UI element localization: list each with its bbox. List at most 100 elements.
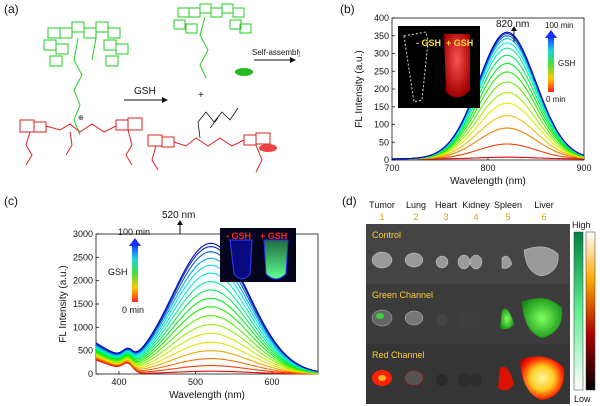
x-axis-label: Wavelength (nm) xyxy=(450,176,526,187)
y-tick-label: 3000 xyxy=(73,229,93,239)
peak-arrowhead-b xyxy=(511,26,517,31)
inset-b-red-tube xyxy=(444,34,470,98)
spectrum-line xyxy=(392,31,585,160)
panel-c: (c) 0 500 1000 1500 2000 2500 3000 400 500 600 Wav… xyxy=(0,192,330,406)
inset-b-plus: + GSH xyxy=(446,38,473,48)
colorbar-b-top: 100 min xyxy=(545,21,573,30)
scale-high: High xyxy=(572,220,591,230)
y-tick-label: 250 xyxy=(374,66,389,76)
inset-c-minus: - GSH xyxy=(226,231,251,241)
cyanine-unit-left xyxy=(19,117,143,166)
panel-c-label: (c) xyxy=(4,194,18,208)
spectrum-line xyxy=(95,297,319,374)
inset-c-green-tube xyxy=(263,239,289,280)
peak-label-b: 820 nm xyxy=(496,19,529,30)
y-tick-label: 100 xyxy=(374,120,389,130)
organ-number: 3 xyxy=(443,212,448,222)
organ-label: Lung xyxy=(406,200,426,210)
spectrum-line xyxy=(95,306,319,374)
colorbar-c-mid: GSH xyxy=(108,267,128,277)
organ-number: 6 xyxy=(541,212,546,222)
plus-sign: + xyxy=(198,90,204,101)
y-tick-label: 2500 xyxy=(73,252,93,262)
assembly-label: Self-assembly xyxy=(252,48,300,57)
y-tick-label: 0 xyxy=(88,369,93,379)
colorbar-b-mid: GSH xyxy=(558,59,576,68)
green-intensity-scale xyxy=(573,231,584,391)
colorbar-c xyxy=(132,244,138,302)
row-label-red: Red Channel xyxy=(372,350,425,360)
green-organs xyxy=(371,298,563,338)
reaction-arrowhead xyxy=(162,97,168,103)
panel-d-label: (d) xyxy=(342,194,357,208)
spectrum-line xyxy=(95,332,319,374)
y-tick-label: 0 xyxy=(384,155,389,165)
y-tick-label: 300 xyxy=(374,49,389,59)
x-tick-label: 500 xyxy=(188,377,203,387)
green-monomer xyxy=(235,68,253,76)
x-tick-label: 700 xyxy=(384,163,399,173)
gsh-adduct xyxy=(197,107,239,139)
x-tick-label: 600 xyxy=(265,377,280,387)
colorbar-b xyxy=(548,36,554,92)
panel-b-label: (b) xyxy=(340,2,355,16)
reaction-label: GSH xyxy=(134,86,156,97)
x-axis-label: Wavelength (nm) xyxy=(169,390,245,401)
organ-label: Tumor xyxy=(369,200,395,210)
colorbar-c-arrowhead xyxy=(129,238,141,246)
colorbar-c-top: 100 min xyxy=(118,227,150,237)
control-organs xyxy=(371,246,559,277)
pyrene-product xyxy=(173,3,252,79)
colorbar-c-bottom: 0 min xyxy=(122,305,144,315)
row-label-green: Green Channel xyxy=(372,290,433,300)
x-tick-label: 900 xyxy=(576,163,591,173)
y-tick-label: 1000 xyxy=(73,322,93,332)
organ-number: 1 xyxy=(379,212,384,222)
scale-low: Low xyxy=(574,394,591,404)
panel-a-scheme: ⊕ GSH + Self-assem xyxy=(19,3,300,173)
panel-d: (d) Tumor 1 Lung 2 Heart 3 Kidney 4 Spleen 5 Liver… xyxy=(336,192,600,406)
organ-label: Liver xyxy=(534,200,554,210)
organ-label: Spleen xyxy=(494,200,522,210)
peak-arrowhead-c xyxy=(177,220,183,225)
red-monomer xyxy=(259,144,277,152)
y-tick-label: 1500 xyxy=(73,299,93,309)
y-tick-label: 400 xyxy=(374,13,389,23)
spectrum-line xyxy=(95,257,319,373)
red-intensity-scale xyxy=(585,231,596,391)
y-tick-label: 500 xyxy=(78,346,93,356)
inset-b-minus: - GSH xyxy=(416,38,441,48)
inset-c-plus: + GSH xyxy=(260,231,287,241)
assembly-arrowhead xyxy=(290,57,296,63)
spectrum-line xyxy=(95,357,318,375)
spectrum-line xyxy=(95,358,318,375)
inset-b-empty-tube xyxy=(403,31,429,103)
x-tick-label: 400 xyxy=(111,377,126,387)
red-organs xyxy=(372,356,565,400)
y-tick-label: 200 xyxy=(374,84,389,94)
spectrum-line xyxy=(95,315,319,374)
spectrum-line xyxy=(95,350,318,375)
panel-a-label: (a) xyxy=(4,2,19,16)
row-label-control: Control xyxy=(372,230,401,240)
y-tick-label: 350 xyxy=(374,31,389,41)
ex-vivo-images: Tumor 1 Lung 2 Heart 3 Kidney 4 Spleen 5 Liver 6 Co… xyxy=(366,200,596,404)
panel-a: (a) ⊕ GSH xyxy=(0,0,300,190)
organ-number: 2 xyxy=(413,212,418,222)
organ-number: 4 xyxy=(473,212,478,222)
spectrum-line xyxy=(95,251,319,373)
organ-number: 5 xyxy=(505,212,510,222)
x-tick-label: 800 xyxy=(480,163,495,173)
cyanine-product xyxy=(147,132,271,173)
spectrum-line xyxy=(95,281,319,373)
colorbar-b-arrowhead xyxy=(545,30,557,38)
pyrene-unit-left xyxy=(43,21,129,136)
y-tick-label: 2000 xyxy=(73,276,93,286)
peak-label-c: 520 nm xyxy=(162,210,195,221)
y-axis-label: FL Intensity (a.u.) xyxy=(58,265,69,342)
chart-c: 0 500 1000 1500 2000 2500 3000 400 500 600 Wavelen… xyxy=(58,210,319,401)
inset-c-blue-tube xyxy=(229,239,253,280)
y-axis-label: FL Intensity (a.u.) xyxy=(354,50,365,127)
spectrum-line xyxy=(95,264,319,373)
spectrum-line xyxy=(95,289,319,373)
